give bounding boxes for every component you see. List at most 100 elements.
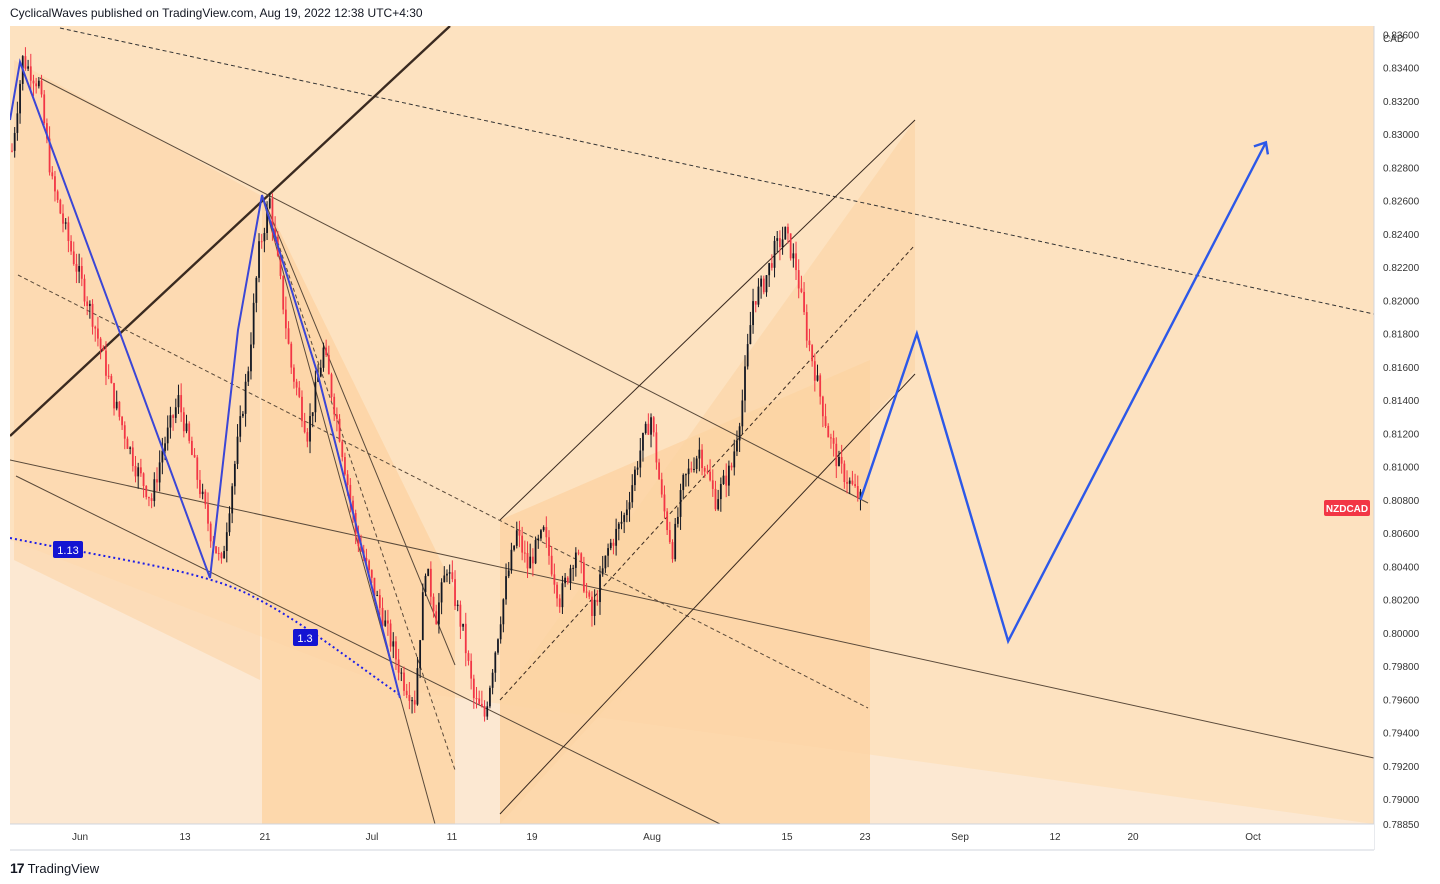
candle-body (529, 556, 532, 569)
candle-body (762, 278, 765, 293)
candle-body (62, 213, 64, 224)
y-tick-label: 0.83400 (1383, 64, 1420, 75)
candle-body (634, 469, 636, 486)
candle-body (56, 191, 59, 200)
candle-body (228, 513, 231, 533)
y-tick-label: 0.81200 (1383, 429, 1420, 440)
candle-body (217, 553, 220, 555)
candle-body (432, 596, 435, 612)
y-tick-label: 0.82600 (1383, 197, 1420, 208)
candle-body (333, 396, 336, 415)
candle-body (244, 381, 247, 414)
candle-body (107, 375, 110, 377)
candle-body (540, 530, 542, 539)
candle-body (255, 277, 258, 303)
candle-body (236, 436, 239, 464)
tradingview-logo-icon: 17 (10, 860, 25, 876)
time-axis[interactable] (10, 824, 1374, 850)
y-tick-label: 0.80400 (1383, 562, 1420, 573)
candle-body (502, 599, 505, 625)
y-tick-label: 0.81600 (1383, 363, 1420, 374)
y-tick-label: 0.83000 (1383, 130, 1420, 141)
y-tick-label: 0.83600 (1383, 30, 1420, 41)
candle-body (491, 672, 494, 688)
candle-body (695, 458, 698, 469)
candle-body (387, 620, 389, 624)
candle-body (13, 132, 16, 151)
y-tick-label: 0.82000 (1383, 296, 1420, 307)
candle-body (99, 338, 102, 349)
candle-body (805, 312, 808, 341)
candle-body (142, 473, 145, 486)
candle-body (325, 347, 328, 356)
candle-body (639, 450, 642, 468)
candle-body (352, 500, 354, 514)
x-axis-ticks: Jun 13 21 Jul 11 19 Aug 15 23 Sep 12 20 Oct (72, 832, 1261, 843)
candle-body (37, 80, 40, 87)
candle-body (730, 465, 733, 468)
candle-body (158, 462, 161, 483)
candle-body (744, 366, 746, 401)
candle-body (787, 226, 789, 234)
candle-body (566, 577, 569, 583)
candle-body (494, 652, 497, 673)
candle-body (623, 515, 626, 522)
candle-body (80, 266, 83, 279)
candle-body (427, 568, 430, 576)
candle-body (263, 233, 266, 242)
candle-body (134, 466, 137, 477)
candle-body (78, 266, 81, 272)
candle-body (365, 558, 368, 561)
candle-body (792, 253, 795, 259)
fib-label-1-text: 1.13 (57, 545, 78, 557)
candle-body (478, 698, 481, 704)
candle-body (655, 432, 658, 463)
y-axis-ticks: 0.83600 0.83400 0.83200 0.83000 0.82800 0.826… (1383, 30, 1420, 831)
candle-body (223, 551, 226, 559)
candle-body (368, 560, 371, 571)
candle-body (123, 425, 126, 439)
candle-body (86, 301, 89, 306)
candle-body (518, 530, 521, 536)
candle-body (174, 407, 177, 418)
publish-info: CyclicalWaves published on TradingView.c… (10, 6, 423, 20)
candle-body (537, 538, 540, 541)
candle-body (534, 540, 537, 564)
candle-body (612, 542, 615, 546)
candle-body (94, 326, 97, 329)
candle-body (674, 523, 677, 560)
candle-body (510, 549, 513, 571)
tradingview-logo[interactable]: 17 TradingView (10, 860, 99, 876)
candle-body (486, 706, 489, 717)
y-tick-label: 0.79800 (1383, 662, 1420, 673)
candle-body (83, 278, 86, 302)
price-axis[interactable] (1374, 26, 1440, 824)
candle-body (505, 576, 507, 600)
candle-body (666, 511, 669, 531)
candle-body (150, 498, 153, 502)
candle-body (685, 474, 687, 476)
candle-body (400, 672, 403, 674)
candle-body (615, 528, 618, 546)
candle-body (658, 462, 660, 480)
candle-body (250, 344, 252, 372)
candle-body (293, 367, 295, 382)
y-tick-label: 0.82400 (1383, 230, 1420, 241)
candle-body (545, 527, 548, 538)
candle-body (464, 623, 467, 654)
candle-body (148, 497, 150, 499)
y-tick-label: 0.78850 (1383, 820, 1420, 831)
candle-body (156, 479, 158, 483)
candle-body (668, 530, 671, 543)
candle-body (357, 533, 360, 547)
candle-body (242, 413, 244, 417)
candle-body (70, 241, 72, 252)
candle-body (625, 509, 628, 516)
candle-body (204, 491, 207, 505)
projection-path (859, 141, 1267, 645)
candle-body (180, 395, 183, 413)
candle-body (760, 278, 763, 287)
candle-body (459, 604, 462, 627)
candle-body (808, 340, 811, 346)
